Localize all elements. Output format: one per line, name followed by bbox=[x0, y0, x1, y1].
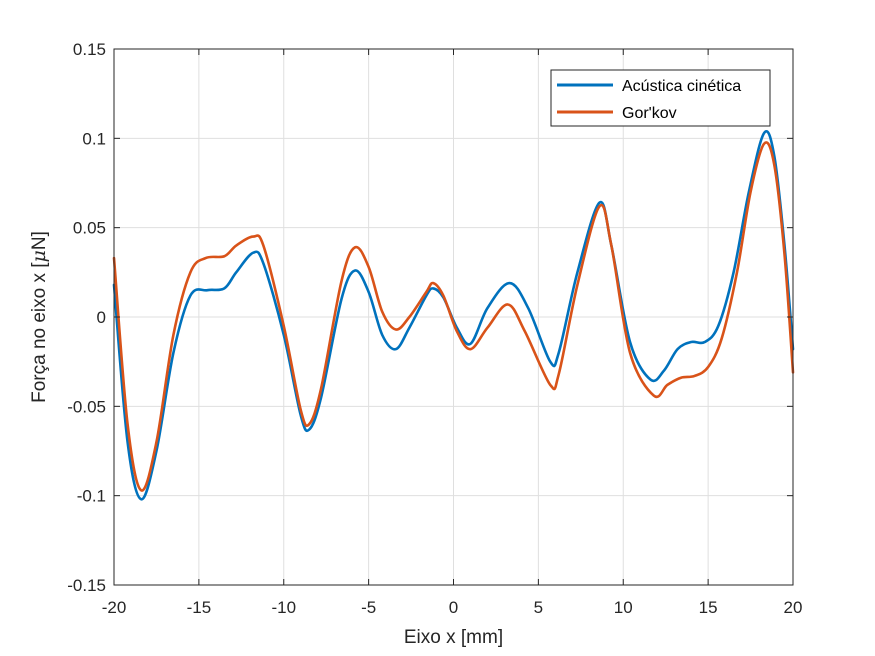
y-axis-label-mu: μ bbox=[28, 250, 50, 262]
legend: Acústica cinética Gor'kov bbox=[550, 69, 771, 127]
x-tick-label: 10 bbox=[614, 598, 633, 617]
legend-label-acustica: Acústica cinética bbox=[622, 78, 741, 95]
legend-label-gorkov: Gor'kov bbox=[622, 105, 677, 122]
legend-box bbox=[550, 69, 771, 127]
y-axis-label-prefix: Força no eixo x [ bbox=[29, 262, 50, 403]
x-tick-label: 0 bbox=[449, 598, 458, 617]
x-tick-label: -5 bbox=[361, 598, 376, 617]
y-tick-label: -0.1 bbox=[77, 487, 106, 506]
y-tick-label: -0.05 bbox=[67, 397, 106, 416]
y-axis-label: Força no eixo x [μN] bbox=[28, 231, 50, 403]
x-tick-label: 15 bbox=[699, 598, 718, 617]
y-tick-label: -0.15 bbox=[67, 576, 106, 595]
y-axis-label-suffix: N] bbox=[29, 231, 50, 250]
x-tick-label: 20 bbox=[784, 598, 803, 617]
x-tick-label: -10 bbox=[271, 598, 296, 617]
x-tick-label: 5 bbox=[534, 598, 543, 617]
y-tick-label: 0.15 bbox=[73, 40, 106, 59]
series-line-gorkov bbox=[112, 141, 795, 492]
x-tick-label: -15 bbox=[187, 598, 212, 617]
y-ticks: -0.15 -0.1 -0.05 0 0.05 0.1 0.15 bbox=[67, 40, 793, 595]
y-tick-label: 0.05 bbox=[73, 219, 106, 238]
x-ticks: -20 -15 -10 -5 0 5 10 15 20 bbox=[102, 49, 803, 617]
x-axis-label: Eixo x [mm] bbox=[404, 627, 503, 648]
y-tick-label: 0 bbox=[97, 308, 106, 327]
x-tick-label: -20 bbox=[102, 598, 127, 617]
series-layer bbox=[112, 130, 795, 501]
y-tick-label: 0.1 bbox=[82, 129, 106, 148]
